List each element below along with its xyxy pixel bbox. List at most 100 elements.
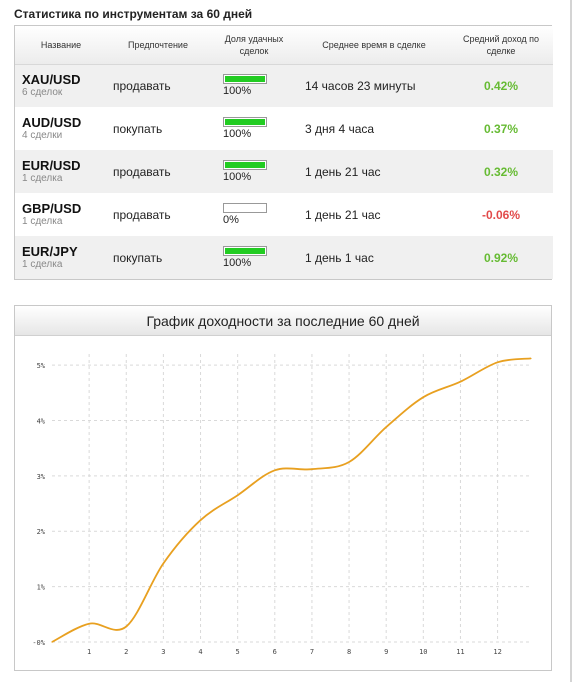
pair-label: AUD/USD — [22, 115, 82, 130]
pair-label: EUR/USD — [22, 158, 81, 173]
stats-table-panel: Название Предпочтение Доля удачных сдело… — [14, 25, 553, 280]
success-bar-fill — [225, 161, 265, 168]
header-avg-time: Среднее время в сделке — [299, 26, 449, 65]
avg-time-cell: 1 день 21 час — [299, 193, 449, 236]
x-tick-label: 11 — [456, 648, 464, 656]
header-avg-income: Средний доход по сделке — [449, 26, 553, 65]
y-tick-label: 3% — [37, 473, 46, 481]
data-point — [125, 625, 127, 628]
y-tick-label: 2% — [37, 528, 46, 536]
data-point — [496, 361, 499, 363]
deals-count: 1 сделка — [22, 173, 63, 184]
instrument-cell: GBP/USD 1 сделка — [15, 193, 107, 236]
success-bar — [223, 202, 267, 213]
share-label: 100% — [223, 256, 252, 269]
deals-count: 4 сделки — [22, 130, 63, 141]
avg-income-cell: 0.32% — [449, 150, 553, 193]
y-tick-label: 4% — [37, 417, 46, 425]
x-tick-label: 6 — [273, 648, 277, 656]
success-bar — [223, 159, 267, 170]
data-point — [311, 468, 313, 470]
preference-cell: продавать — [107, 150, 209, 193]
avg-time-cell: 14 часов 23 минуты — [299, 64, 449, 107]
data-point — [51, 641, 53, 643]
data-point — [348, 461, 350, 463]
table-row: EUR/USD 1 сделка продавать 100% 1 день 2… — [15, 150, 553, 193]
data-point — [422, 396, 424, 398]
data-point — [162, 562, 164, 564]
x-tick-label: 2 — [124, 648, 128, 656]
preference-cell: покупать — [107, 236, 209, 279]
preference-cell: продавать — [107, 64, 209, 107]
success-bar — [223, 245, 267, 256]
avg-income-cell: 0.37% — [449, 107, 553, 150]
data-point — [237, 494, 239, 496]
stats-header-row: Название Предпочтение Доля удачных сдело… — [15, 26, 553, 65]
yield-series-line — [51, 357, 532, 643]
success-bar — [223, 116, 267, 127]
avg-time-cell: 3 дня 4 часа — [299, 107, 449, 150]
share-cell: 100% — [209, 236, 299, 279]
pair-label: XAU/USD — [22, 72, 81, 88]
data-point — [88, 623, 90, 625]
page-scrollbar[interactable] — [570, 0, 572, 682]
share-cell: 100% — [209, 150, 299, 193]
x-tick-label: 12 — [493, 648, 501, 656]
y-tick-label: 1% — [37, 584, 46, 592]
share-cell: 0% — [209, 193, 299, 236]
data-point — [199, 519, 202, 521]
instrument-cell: EUR/USD 1 сделка — [15, 150, 107, 193]
x-tick-label: 8 — [347, 648, 351, 656]
chart-title: График доходности за последние 60 дней — [15, 306, 551, 336]
x-tick-label: 5 — [236, 648, 240, 656]
pair-label: EUR/JPY — [22, 244, 78, 259]
instrument-cell: XAU/USD 6 сделок — [15, 64, 107, 107]
y-tick-label: -0% — [32, 639, 45, 647]
data-point — [385, 426, 387, 428]
avg-income-cell: -0.06% — [449, 193, 553, 236]
header-name: Название — [15, 26, 107, 65]
pair-label: GBP/USD — [22, 201, 82, 216]
deals-count: 1 сделка — [22, 259, 63, 270]
y-tick-label: 5% — [37, 362, 46, 370]
table-row: GBP/USD 1 сделка продавать 0% 1 день 21 … — [15, 193, 553, 236]
header-preference: Предпочтение — [107, 26, 209, 65]
instrument-cell: AUD/USD 4 сделки — [15, 107, 107, 150]
deals-count: 6 сделок — [22, 87, 63, 99]
success-bar — [223, 73, 267, 84]
deals-count: 1 сделка — [22, 216, 63, 227]
share-label: 0% — [223, 213, 239, 226]
share-cell: 100% — [209, 64, 299, 107]
header-share: Доля удачных сделок — [209, 26, 299, 65]
data-point — [459, 381, 462, 383]
success-bar-fill — [225, 75, 265, 82]
chart-panel: График доходности за последние 60 дней 1… — [14, 305, 552, 671]
preference-cell: покупать — [107, 107, 209, 150]
instrument-cell: EUR/JPY 1 сделка — [15, 236, 107, 279]
table-row: AUD/USD 4 сделки покупать 100% 3 дня 4 ч… — [15, 107, 553, 150]
avg-time-cell: 1 день 21 час — [299, 150, 449, 193]
preference-cell: продавать — [107, 193, 209, 236]
share-cell: 100% — [209, 107, 299, 150]
x-tick-label: 4 — [198, 648, 202, 656]
x-tick-label: 3 — [161, 648, 165, 656]
table-row: XAU/USD 6 сделок продавать 100% 14 часов… — [15, 64, 553, 107]
yield-chart: 1 2 3 4 5 6 7 8 9 10 11 12-0%1%2%3%4%5% — [32, 354, 532, 656]
avg-time-cell: 1 день 1 час — [299, 236, 449, 279]
success-bar-fill — [225, 247, 265, 254]
avg-income-cell: 0.92% — [449, 236, 553, 279]
stats-title: Статистика по инструментам за 60 дней — [14, 7, 253, 21]
x-tick-label: 7 — [310, 648, 314, 656]
x-tick-label: 10 — [419, 648, 427, 656]
stats-table: Название Предпочтение Доля удачных сдело… — [15, 26, 553, 279]
share-label: 100% — [223, 84, 252, 97]
share-label: 100% — [223, 170, 252, 183]
avg-income-cell: 0.42% — [449, 64, 553, 107]
data-point — [274, 469, 276, 471]
share-label: 100% — [223, 127, 252, 140]
data-point — [530, 357, 532, 360]
table-row: EUR/JPY 1 сделка покупать 100% 1 день 1 … — [15, 236, 553, 279]
x-tick-label: 1 — [87, 648, 91, 656]
x-tick-label: 9 — [384, 648, 388, 656]
success-bar-fill — [225, 118, 265, 125]
